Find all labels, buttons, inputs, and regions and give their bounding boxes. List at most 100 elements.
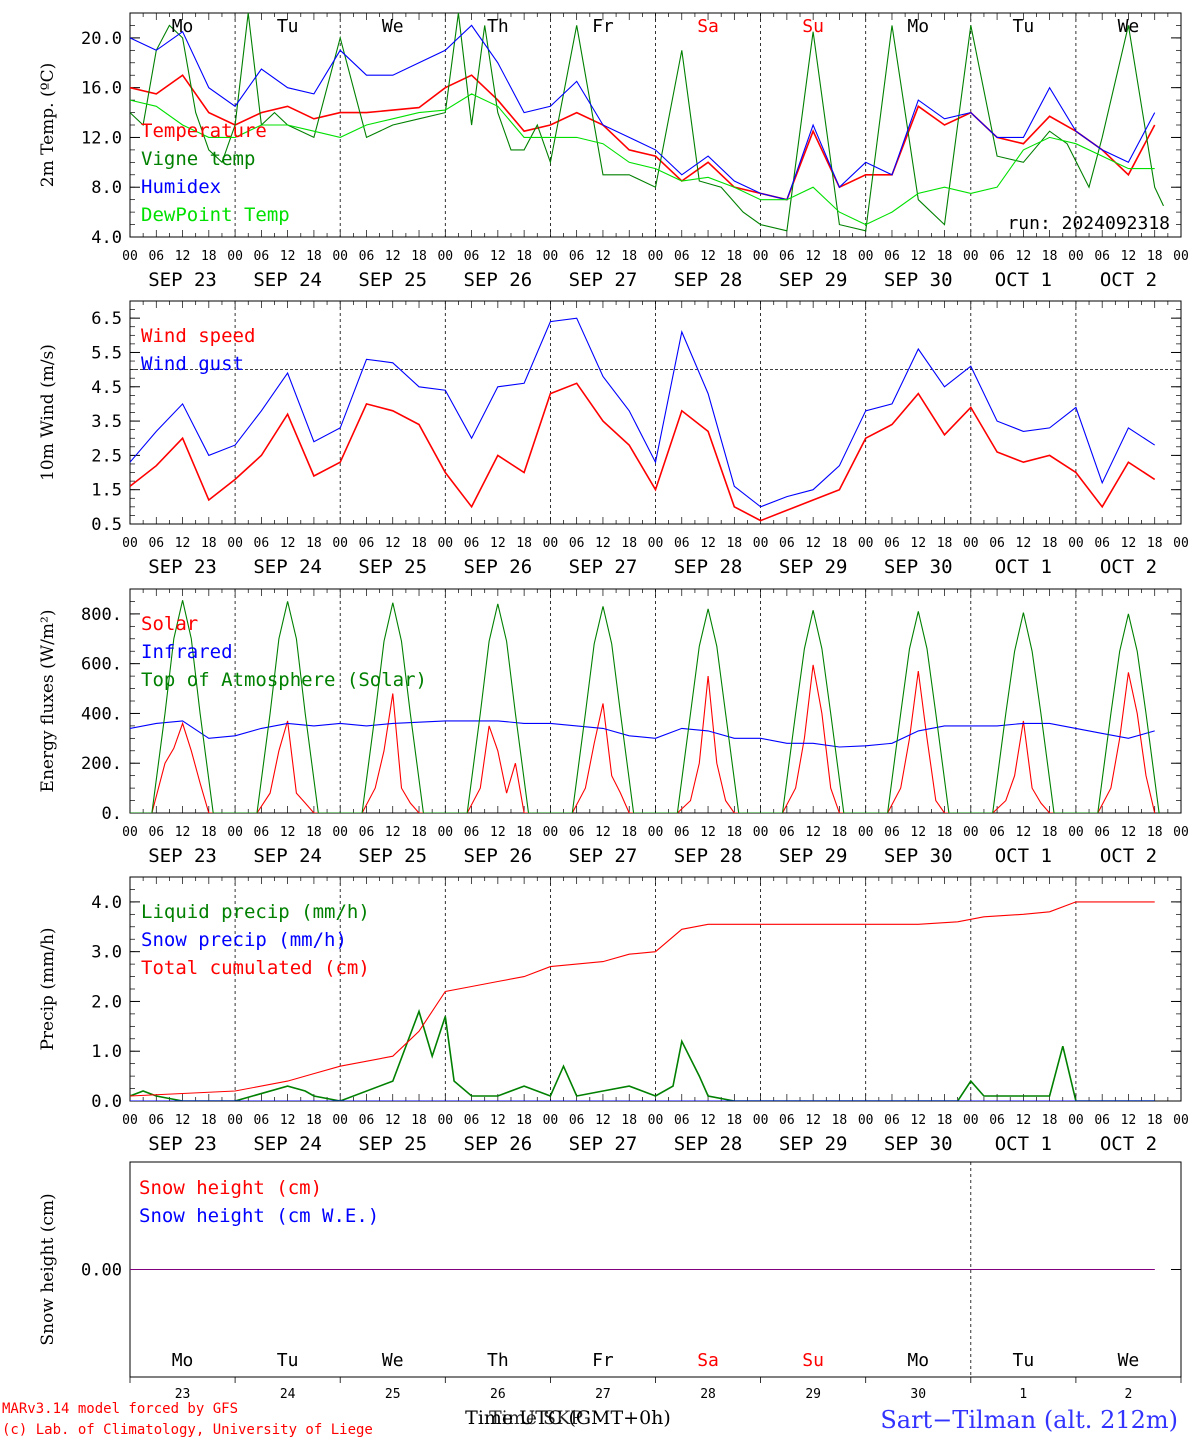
hour-tick-label: 12 (1121, 825, 1137, 840)
hour-tick-label: 06 (254, 249, 270, 264)
day-name-bottom: Sa (697, 1350, 719, 1371)
y-axis-label: Energy fluxes (W/m²) (38, 610, 58, 793)
date-label: SEP 30 (884, 269, 953, 291)
hour-tick-label: 12 (175, 1113, 191, 1128)
y-tick-label: 3.0 (91, 943, 122, 963)
date-label: OCT 2 (1100, 556, 1157, 578)
hour-tick-label: 12 (280, 249, 296, 264)
date-label: SEP 23 (148, 269, 217, 291)
hour-tick-label: 06 (464, 1113, 480, 1128)
date-label: SEP 24 (253, 845, 322, 867)
series-line-wind-gust (130, 317, 1156, 508)
y-tick-label: 4.0 (91, 893, 122, 913)
hour-tick-label: 00 (858, 249, 874, 264)
day-name-top: Su (802, 16, 824, 37)
hour-tick-label: 18 (411, 249, 427, 264)
legend-entry: Top of Atmosphere (Solar) (141, 669, 427, 691)
hour-tick-label: 12 (175, 249, 191, 264)
series-group (130, 13, 1164, 232)
hour-tick-label: 18 (411, 1113, 427, 1128)
panel-5: 0.00 Snow height (cm) Snow height (cm) Snow… (38, 1161, 1182, 1383)
hour-tick-label: 12 (910, 825, 926, 840)
hour-tick-label: 06 (989, 825, 1005, 840)
hour-tick-label: 12 (595, 536, 611, 551)
hour-tick-label: 00 (122, 249, 138, 264)
date-label: SEP 30 (884, 1133, 953, 1155)
hour-tick-label: 00 (227, 249, 243, 264)
hour-tick-label: 00 (332, 536, 348, 551)
hour-tick-label: 12 (595, 249, 611, 264)
hour-tick-label: 12 (1016, 536, 1032, 551)
hour-tick-label: 18 (937, 1113, 953, 1128)
hour-tick-label: 00 (648, 825, 664, 840)
legend-entry: Wind speed (141, 325, 255, 347)
hour-tick-label: 12 (385, 249, 401, 264)
hour-tick-label: 12 (700, 536, 716, 551)
series-line-infrared (130, 720, 1155, 748)
day-name-top: Mo (172, 16, 194, 37)
hour-tick-label: 18 (516, 1113, 532, 1128)
legend-entry: Solar (141, 613, 198, 635)
date-label: SEP 27 (569, 845, 638, 867)
hour-tick-label: 00 (1173, 249, 1189, 264)
date-label: SEP 30 (884, 556, 953, 578)
day-name-top: Th (487, 16, 509, 37)
hour-tick-label: 00 (543, 825, 559, 840)
hour-tick-label: 00 (1173, 1113, 1189, 1128)
y-axis-label: 10m Wind (m/s) (38, 344, 58, 481)
date-label: SEP 26 (464, 556, 533, 578)
day-name-top: We (1118, 16, 1140, 37)
hour-tick-label: 06 (148, 536, 164, 551)
hour-tick-label: 00 (963, 825, 979, 840)
y-tick-label: 0.0 (91, 1092, 122, 1112)
hour-tick-label: 06 (569, 825, 585, 840)
date-label: SEP 23 (148, 1133, 217, 1155)
date-label: SEP 27 (569, 556, 638, 578)
hour-tick-label: 00 (543, 249, 559, 264)
hour-tick-label: 18 (832, 1113, 848, 1128)
hour-tick-label: 12 (700, 249, 716, 264)
hour-tick-label: 18 (726, 1113, 742, 1128)
day-name-bottom: Tu (1013, 1350, 1035, 1371)
y-tick-label: 800. (81, 605, 122, 625)
model-credit: MARv3.14 model forced by GFS (2, 1401, 238, 1417)
day-name-bottom: Mo (907, 1350, 929, 1371)
day-name-top: Tu (277, 16, 299, 37)
hour-tick-label: 18 (1147, 825, 1163, 840)
hour-tick-label: 06 (674, 249, 690, 264)
hour-tick-label: 00 (543, 536, 559, 551)
hour-tick-label: 06 (359, 249, 375, 264)
plot-frame (129, 588, 1182, 814)
hour-tick-label: 18 (1042, 249, 1058, 264)
date-label: OCT 1 (995, 269, 1052, 291)
date-label: OCT 2 (1100, 269, 1157, 291)
hour-tick-label: 12 (1016, 249, 1032, 264)
y-tick-label: 0. (102, 804, 122, 824)
hour-tick-label: 06 (359, 1113, 375, 1128)
copyright: (c) Lab. of Climatology, University of L… (2, 1422, 373, 1438)
day-number: 23 (175, 1387, 191, 1402)
hour-tick-label: 18 (306, 1113, 322, 1128)
y-tick-label: 200. (81, 754, 122, 774)
day-number: 1 (1019, 1387, 1027, 1402)
legend-entry: DewPoint Temp (141, 204, 290, 226)
legend-entry: Wind gust (141, 353, 244, 375)
day-number: 24 (280, 1387, 296, 1402)
hour-tick-label: 18 (516, 249, 532, 264)
hour-tick-label: 12 (280, 536, 296, 551)
y-tick-label: 4.0 (91, 228, 122, 248)
day-number: 2 (1125, 1387, 1133, 1402)
hour-tick-label: 06 (779, 1113, 795, 1128)
hour-tick-label: 18 (411, 536, 427, 551)
hour-tick-label: 18 (1042, 536, 1058, 551)
date-label: SEP 25 (358, 556, 427, 578)
hour-tick-label: 12 (805, 825, 821, 840)
date-label: SEP 29 (779, 1133, 848, 1155)
hour-tick-label: 18 (832, 249, 848, 264)
hour-tick-label: 06 (779, 536, 795, 551)
hour-tick-label: 00 (437, 825, 453, 840)
hour-tick-label: 06 (464, 536, 480, 551)
legend-entry: Snow height (cm W.E.) (139, 1205, 379, 1227)
panel-3: 0. 200. 400. 600. 800. Energy fluxes (W/m²) So… (38, 588, 1189, 867)
hour-tick-label: 06 (989, 1113, 1005, 1128)
